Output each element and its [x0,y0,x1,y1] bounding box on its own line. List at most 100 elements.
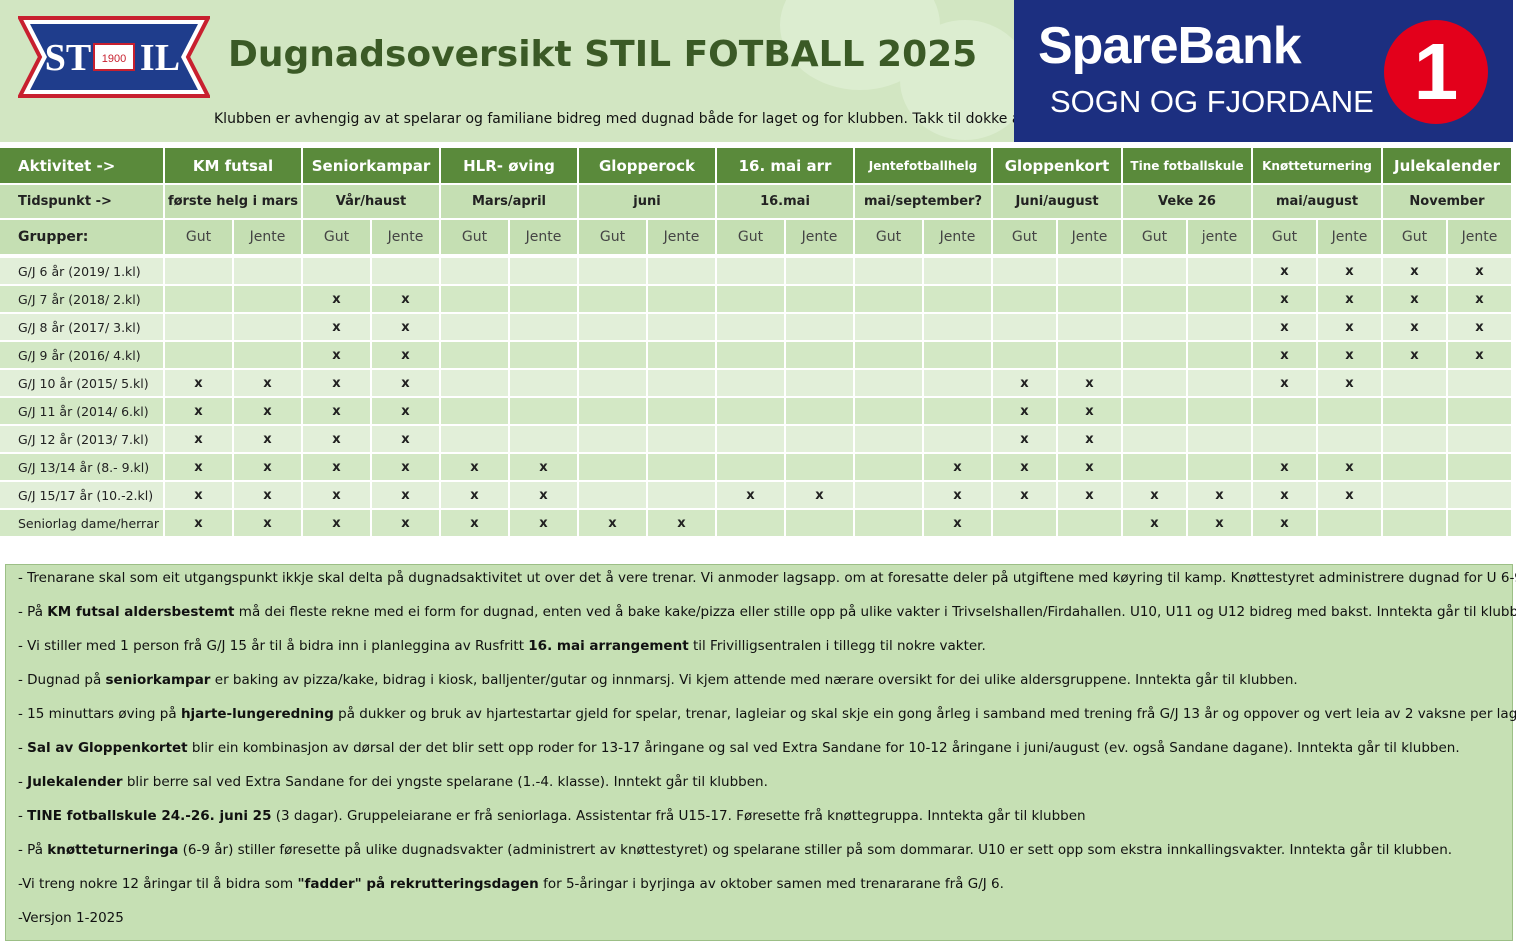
mark-cell: x [372,286,441,314]
mark-cell: x [1058,398,1123,426]
mark-cell [1188,426,1253,454]
mark-cell [579,454,648,482]
note-text: - På [18,604,48,620]
note-line: - Dugnad på seniorkampar er baking av pi… [18,672,1298,688]
note-text: KM futsal aldersbestemt [47,604,235,620]
activity-time: juni [579,185,717,220]
mark-cell [1318,398,1383,426]
mark-cell: x [165,398,234,426]
mark-cell: x [165,426,234,454]
mark-cell [1058,510,1123,538]
mark-cell [579,482,648,510]
mark-cell [1383,398,1448,426]
mark-cell [648,398,717,426]
mark-cell: x [1318,342,1383,370]
mark-cell [717,314,786,342]
activity-time: mai/august [1253,185,1383,220]
mark-cell [717,510,786,538]
mark-cell: x [924,482,993,510]
mark-cell: x [1123,482,1188,510]
mark-cell [648,286,717,314]
note-line: - 15 minuttars øving på hjarte-lungeredn… [18,706,1516,722]
mark-cell [855,398,924,426]
note-text: for 5-åringar i byrjinga av oktober same… [538,876,1004,892]
mark-cell [579,342,648,370]
mark-cell [1123,370,1188,398]
mark-cell [717,426,786,454]
note-text: - Dugnad på [18,672,106,688]
mark-cell: x [993,398,1058,426]
mark-cell: x [303,286,372,314]
mark-cell [786,370,855,398]
mark-cell [993,342,1058,370]
mark-cell [1188,398,1253,426]
sub-header: Gut [855,220,924,256]
note-text: 16. mai arrangement [528,638,689,654]
mark-cell: x [1253,286,1318,314]
sponsor-name: SpareBank [1038,17,1302,75]
group-label: Seniorlag dame/herrar [0,510,165,538]
row-label: Tidspunkt -> [0,185,165,220]
mark-cell [234,342,303,370]
mark-cell [993,286,1058,314]
mark-cell [165,258,234,286]
mark-cell [1383,482,1448,510]
mark-cell: x [1188,482,1253,510]
note-line: - På knøtteturneringa (6-9 år) stiller f… [18,842,1452,858]
mark-cell [1188,258,1253,286]
note-line: - Vi stiller med 1 person frå G/J 15 år … [18,638,986,654]
note-text: på dukker og bruk av hjartestartar gjeld… [333,706,1516,722]
sub-header: Jente [372,220,441,256]
notes-box: - Trenarane skal som eit utgangspunkt ik… [5,564,1516,941]
mark-cell: x [1318,286,1383,314]
mark-cell: x [234,370,303,398]
mark-cell: x [234,426,303,454]
activity-name: 16. mai arr [717,148,855,185]
mark-cell [510,370,579,398]
note-text: - [18,774,28,790]
mark-cell [579,426,648,454]
group-label: G/J 10 år (2015/ 5.kl) [0,370,165,398]
mark-cell: x [1253,314,1318,342]
mark-cell [648,370,717,398]
mark-cell: x [372,426,441,454]
sub-header: Jente [1058,220,1123,256]
sponsor-region: SOGN OG FJORDANE [1050,84,1374,119]
mark-cell [786,258,855,286]
mark-cell [855,510,924,538]
activity-name: Knøtteturnering [1253,148,1383,185]
mark-cell [786,342,855,370]
club-logo: ST 1900 IL [18,16,210,98]
group-label: G/J 15/17 år (10.-2.kl) [0,482,165,510]
activity-name: HLR- øving [441,148,579,185]
mark-cell [786,426,855,454]
mark-cell [1123,426,1188,454]
mark-cell [717,370,786,398]
mark-cell: x [1253,454,1318,482]
mark-cell: x [993,370,1058,398]
group-label: G/J 8 år (2017/ 3.kl) [0,314,165,342]
mark-cell [1058,258,1123,286]
mark-cell [993,258,1058,286]
mark-cell: x [1448,258,1513,286]
mark-cell: x [1318,314,1383,342]
note-text: blir ein kombinasjon av dørsal der det b… [187,740,1460,756]
mark-cell [510,398,579,426]
mark-cell: x [579,510,648,538]
mark-cell: x [234,482,303,510]
mark-cell: x [1123,510,1188,538]
mark-cell: x [372,398,441,426]
mark-cell: x [303,370,372,398]
mark-cell [1448,398,1513,426]
mark-cell: x [303,342,372,370]
mark-cell [579,286,648,314]
mark-cell [1383,510,1448,538]
row-label: Grupper: [0,220,165,256]
note-text: - [18,808,28,824]
activity-name: Jentefotballhelg [855,148,993,185]
sub-header: Gut [1383,220,1448,256]
mark-cell [1058,314,1123,342]
mark-cell: x [1383,314,1448,342]
mark-cell [1253,426,1318,454]
mark-cell [717,286,786,314]
